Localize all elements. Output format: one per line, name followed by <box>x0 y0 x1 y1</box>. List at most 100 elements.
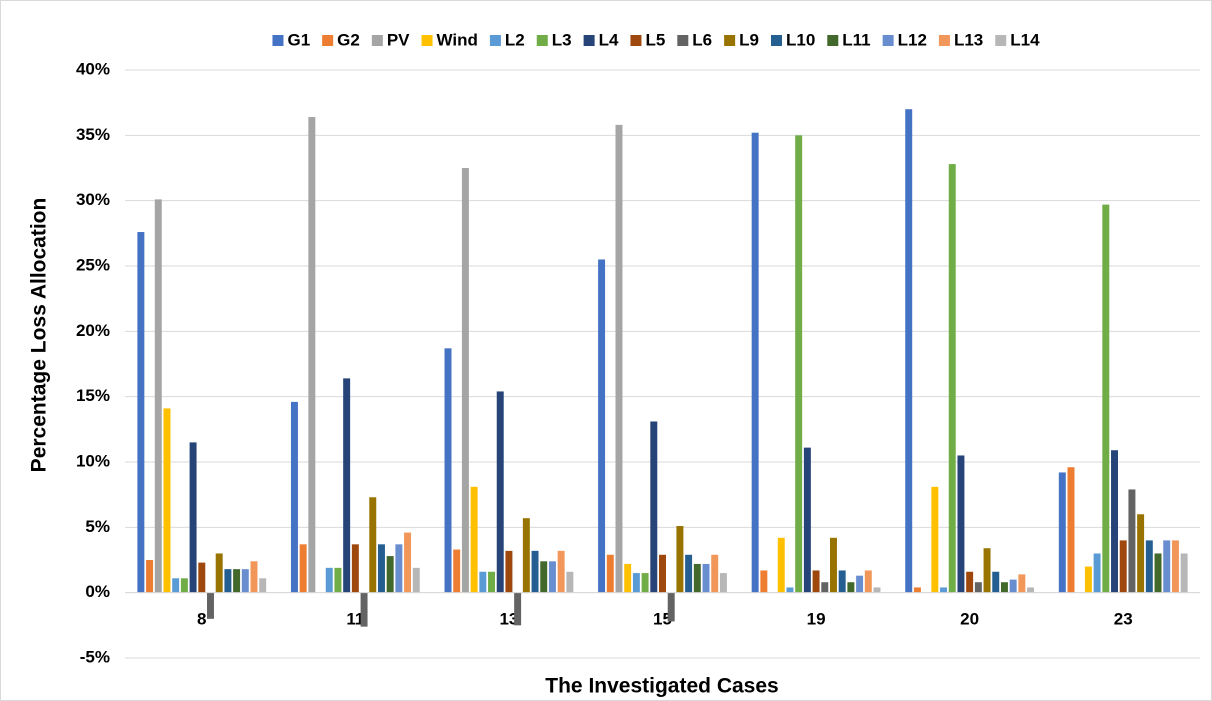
legend-swatch <box>536 35 548 46</box>
legend-label: L10 <box>786 30 815 49</box>
legend-swatch <box>770 35 782 46</box>
y-tick-label: 40% <box>76 59 110 78</box>
bar <box>632 573 640 593</box>
bar <box>966 571 974 593</box>
bar <box>496 391 504 593</box>
bar <box>1119 540 1127 593</box>
legend-swatch <box>677 35 689 46</box>
legend-swatch <box>371 35 383 46</box>
bar <box>250 561 258 593</box>
legend-label: L5 <box>645 30 665 49</box>
bar <box>856 575 864 593</box>
bar <box>566 571 574 593</box>
bar <box>259 578 267 593</box>
bar <box>719 573 727 593</box>
x-tick-label: 20 <box>960 609 979 628</box>
legend-label: L3 <box>552 30 572 49</box>
bar <box>992 571 1000 593</box>
bar <box>360 592 368 627</box>
bar <box>786 587 794 593</box>
bar <box>1145 540 1153 593</box>
bar <box>777 537 785 593</box>
bar <box>461 168 469 593</box>
bar <box>676 526 684 593</box>
y-tick-label: -5% <box>80 647 110 666</box>
bar <box>325 567 333 593</box>
legend-swatch <box>322 35 334 46</box>
bar <box>557 550 565 593</box>
bar <box>233 569 241 593</box>
legend-swatch <box>882 35 894 46</box>
bar <box>1137 514 1145 593</box>
bar <box>693 563 701 593</box>
bar <box>163 408 171 593</box>
bar <box>1067 467 1075 593</box>
legend-label: G1 <box>287 30 310 49</box>
bar <box>1128 489 1136 593</box>
bar <box>1154 553 1162 593</box>
y-tick-label: 20% <box>76 321 110 340</box>
bar <box>395 544 403 593</box>
y-tick-label: 30% <box>76 190 110 209</box>
bar <box>864 570 872 593</box>
bar <box>685 554 693 593</box>
legend-swatch <box>827 35 839 46</box>
bar <box>803 447 811 593</box>
legend-swatch <box>630 35 642 46</box>
bar <box>514 592 522 626</box>
legend-swatch <box>489 35 501 46</box>
bar <box>913 587 921 593</box>
bar <box>172 578 180 593</box>
bar <box>641 573 649 593</box>
legend-swatch <box>938 35 950 46</box>
x-tick-label: 13 <box>499 609 518 628</box>
bar <box>1180 553 1188 593</box>
bar <box>702 563 710 593</box>
bar <box>598 259 606 593</box>
bar <box>940 587 948 593</box>
y-tick-label: 15% <box>76 386 110 405</box>
legend-label: L4 <box>599 30 619 49</box>
legend-swatch <box>995 35 1007 46</box>
legend-label: L13 <box>954 30 983 49</box>
bar <box>369 497 377 593</box>
bar <box>606 554 614 593</box>
bar <box>137 232 145 593</box>
bar <box>180 578 188 593</box>
bar <box>224 569 232 593</box>
bar <box>1171 540 1179 593</box>
bar <box>548 561 556 593</box>
legend-label: G2 <box>337 30 360 49</box>
legend-label: L2 <box>505 30 525 49</box>
x-tick-label: 23 <box>1114 609 1133 628</box>
bar <box>470 486 478 593</box>
bar <box>505 550 513 593</box>
bar <box>812 570 820 593</box>
bar <box>624 563 632 593</box>
bar <box>154 199 162 593</box>
bar <box>290 401 298 593</box>
x-tick-label: 19 <box>807 609 826 628</box>
x-tick-label: 15 <box>653 609 672 628</box>
bar <box>795 135 803 593</box>
bar <box>1009 579 1017 593</box>
bar <box>615 124 623 593</box>
bar <box>522 518 530 593</box>
legend-swatch <box>583 35 595 46</box>
bar <box>983 548 991 593</box>
bar <box>1027 587 1035 593</box>
legend-swatch <box>421 35 433 46</box>
bar <box>1018 574 1026 593</box>
y-tick-label: 35% <box>76 125 110 144</box>
bar <box>821 582 829 593</box>
bar <box>873 587 881 593</box>
bar <box>351 544 359 593</box>
bar <box>751 132 759 593</box>
legend-label: PV <box>387 30 410 49</box>
bar <box>412 567 420 593</box>
bar <box>1000 582 1008 593</box>
bar <box>1102 204 1110 593</box>
bar <box>931 486 939 593</box>
bar <box>479 571 487 593</box>
